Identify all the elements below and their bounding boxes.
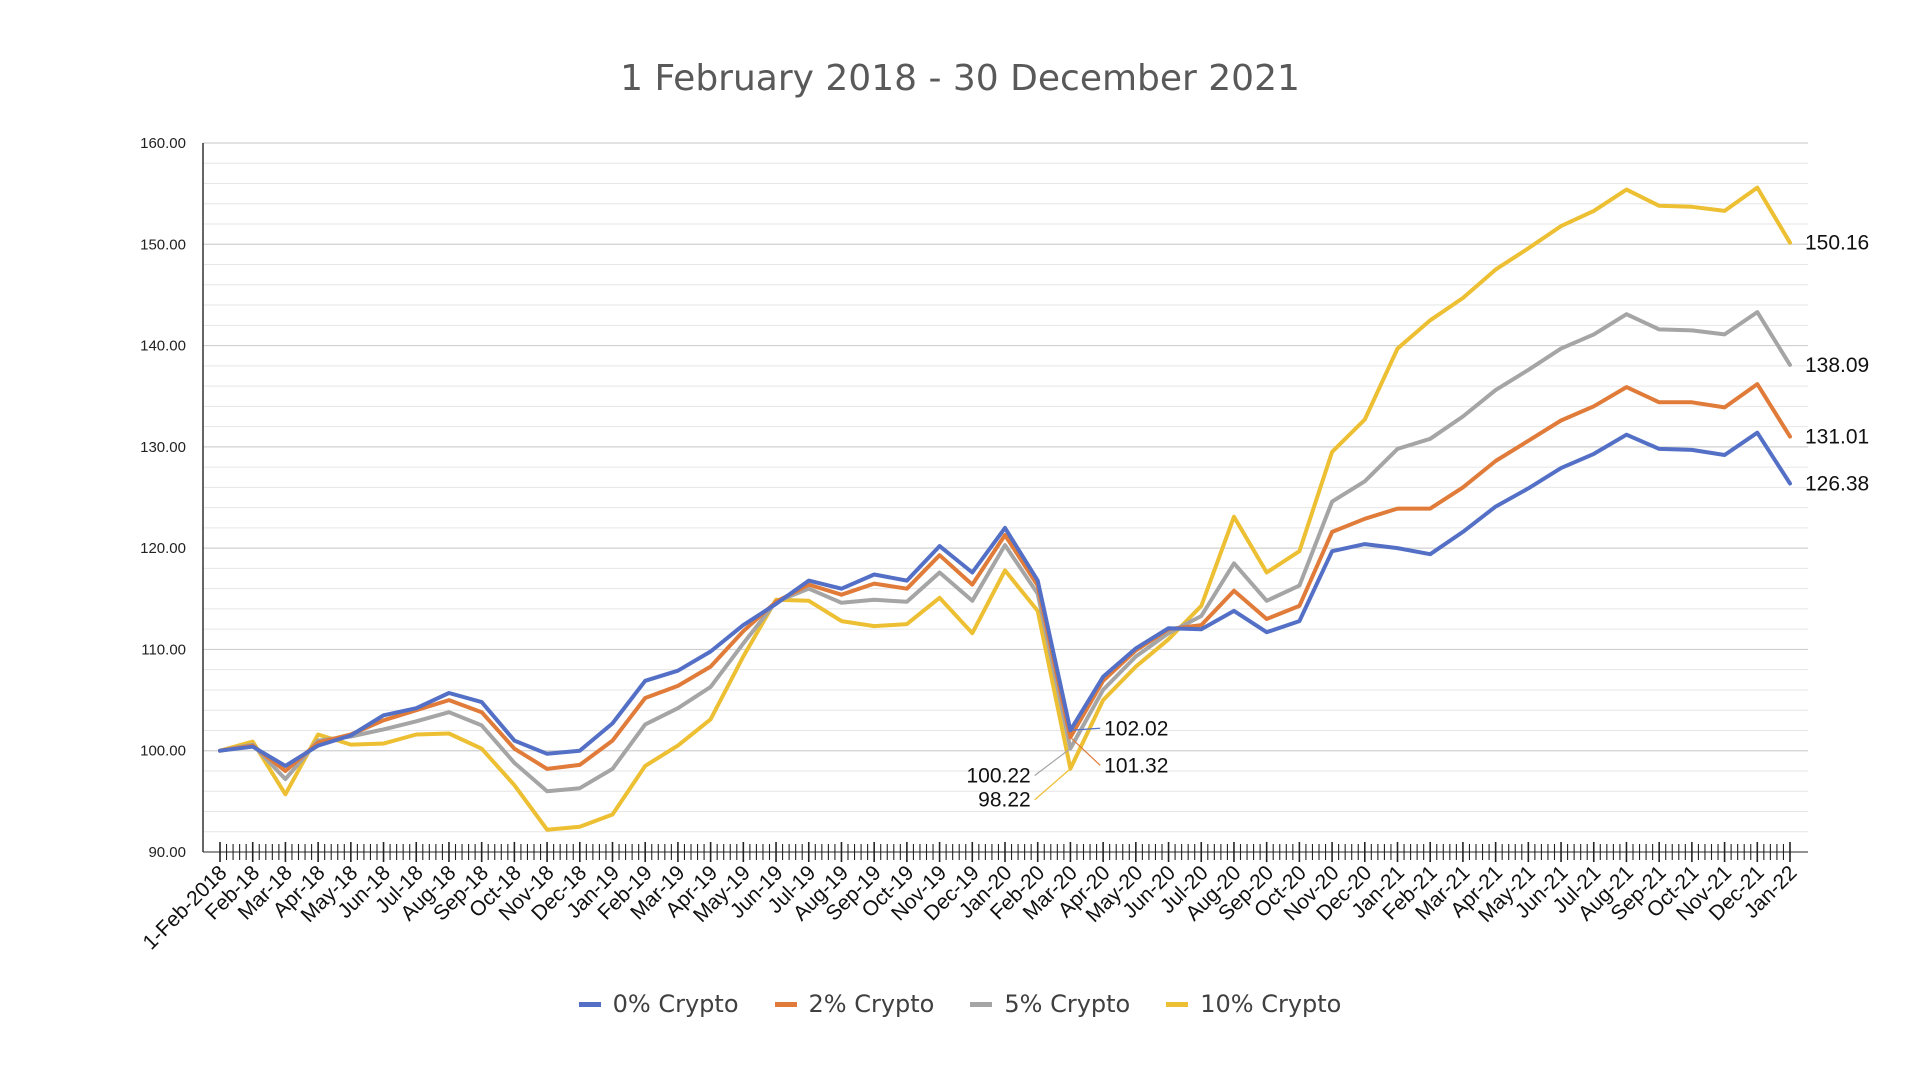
legend-label: 0% Crypto <box>612 990 739 1018</box>
data-label: 98.22 <box>978 789 1031 812</box>
legend-item: 10% Crypto <box>1166 990 1341 1018</box>
annotation-leader-line <box>1070 727 1101 731</box>
chart-title: 1 February 2018 - 30 December 2021 <box>620 58 1300 99</box>
y-tick-label: 140.00 <box>140 338 186 355</box>
series-line-2-crypto <box>218 382 1792 773</box>
legend-swatch <box>1166 1001 1189 1007</box>
y-tick-label: 130.00 <box>140 439 186 456</box>
legend-swatch <box>774 1001 797 1007</box>
series-line-10-crypto <box>218 185 1792 832</box>
data-label: 100.22 <box>966 764 1030 787</box>
legend-swatch <box>970 1001 993 1007</box>
data-label: 102.02 <box>1104 717 1168 740</box>
legend-label: 2% Crypto <box>808 990 935 1018</box>
data-label: 138.09 <box>1805 354 1869 377</box>
data-label: 126.38 <box>1805 473 1869 496</box>
annotation-leader-line <box>1034 748 1071 776</box>
legend-item: 0% Crypto <box>578 990 739 1018</box>
series-line-0-crypto <box>218 430 1792 768</box>
chart-legend: 0% Crypto 2% Crypto 5% Crypto 10% Crypto <box>0 990 1920 1018</box>
legend-label: 5% Crypto <box>1004 990 1131 1018</box>
y-tick-label: 160.00 <box>140 135 186 152</box>
y-tick-label: 150.00 <box>140 236 186 253</box>
y-tick-label: 90.00 <box>148 844 186 861</box>
data-label: 150.16 <box>1805 232 1869 255</box>
legend-label: 10% Crypto <box>1200 990 1342 1018</box>
y-tick-label: 100.00 <box>140 743 186 760</box>
data-label: 131.01 <box>1805 426 1869 449</box>
legend-item: 2% Crypto <box>774 990 935 1018</box>
y-tick-label: 120.00 <box>140 540 186 557</box>
legend-swatch <box>578 1001 601 1007</box>
annotation-leader-line <box>1034 768 1071 801</box>
y-tick-label: 110.00 <box>141 641 186 658</box>
annotation-leader-line <box>1070 736 1101 766</box>
legend-item: 5% Crypto <box>970 990 1130 1018</box>
data-label: 101.32 <box>1104 754 1168 777</box>
series-line-5-crypto <box>218 310 1792 794</box>
